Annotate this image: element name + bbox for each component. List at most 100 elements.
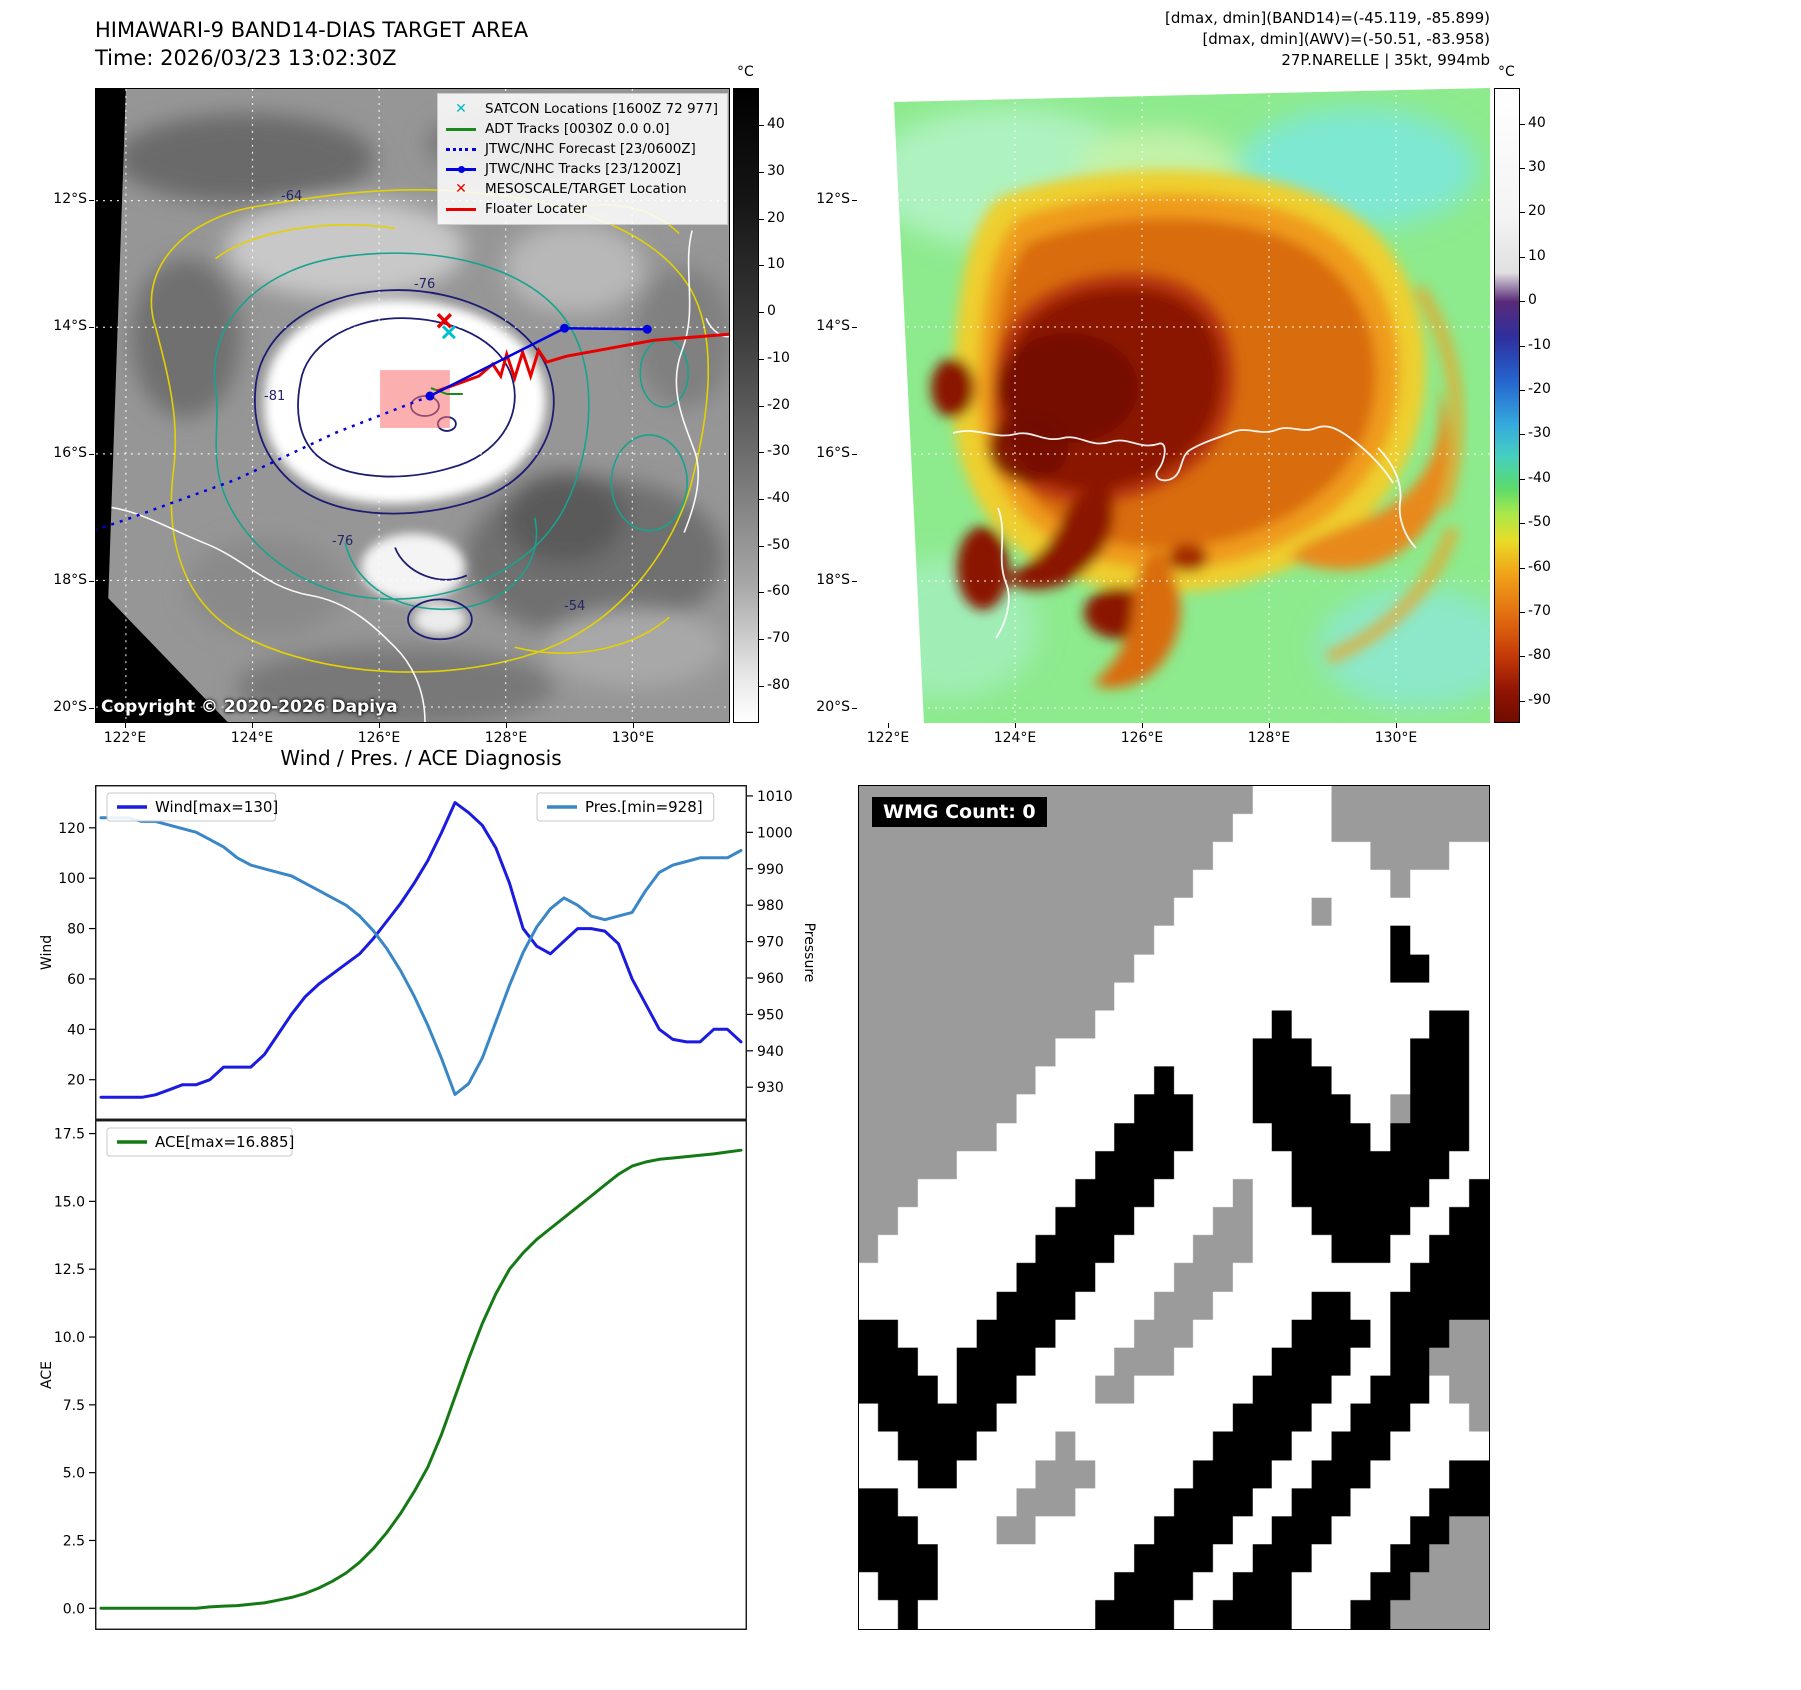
tl-title: HIMAWARI-9 BAND14-DIAS TARGET AREA	[95, 18, 529, 42]
svg-text:ACE: ACE	[39, 1361, 55, 1389]
svg-text:1000: 1000	[757, 825, 793, 841]
colorbar-tick-label: -40	[767, 489, 790, 506]
tr-colorbar-unit: °C	[1498, 64, 1515, 80]
svg-text:930: 930	[757, 1080, 784, 1096]
svg-text:950: 950	[757, 1007, 784, 1023]
legend-item: Floater Locater	[446, 199, 719, 219]
colorbar-tick-label: -30	[767, 443, 790, 460]
svg-text:990: 990	[757, 862, 784, 878]
contour-teal	[213, 252, 689, 611]
x-tick-label: 128°E	[484, 730, 528, 746]
coastline	[95, 230, 730, 723]
x-marker-icon: ✕	[455, 181, 467, 197]
x-tick-label: 124°E	[993, 730, 1037, 746]
svg-text:Pres.[min=928]: Pres.[min=928]	[585, 798, 703, 816]
svg-text:10.0: 10.0	[54, 1330, 85, 1346]
legend-label: JTWC/NHC Tracks [23/1200Z]	[485, 161, 682, 177]
svg-text:100: 100	[58, 871, 85, 887]
y-tick-label: 14°S	[816, 318, 850, 334]
legend-item: JTWC/NHC Forecast [23/0600Z]	[446, 139, 719, 159]
colorbar-tick-label: -30	[1528, 425, 1551, 442]
y-tick-label: 12°S	[53, 191, 87, 207]
legend-item: JTWC/NHC Tracks [23/1200Z]	[446, 159, 719, 179]
svg-text:40: 40	[67, 1022, 85, 1038]
graticule	[894, 88, 1490, 723]
colorbar-tick-label: -80	[767, 676, 790, 693]
colorbar-tick-label: -50	[767, 536, 790, 553]
tl-colorbar	[733, 88, 759, 723]
colorbar-tick-label: 20	[767, 209, 785, 226]
colorbar-tick-label: -20	[767, 396, 790, 413]
contour-label: -76	[332, 534, 354, 549]
swath-edge-corner	[96, 585, 228, 722]
dmax-awv: [dmax, dmin](AWV)=(-50.51, -83.958)	[1202, 30, 1490, 48]
colorbar-tick-label: -40	[1528, 469, 1551, 486]
legend-item: ADT Tracks [0030Z 0.0 0.0]	[446, 119, 719, 139]
svg-text:15.0: 15.0	[54, 1194, 85, 1210]
x-tick-label: 130°E	[611, 730, 655, 746]
svg-text:80: 80	[67, 922, 85, 938]
map-legend: ✕ SATCON Locations [1600Z 72 977] ADT Trac…	[437, 93, 728, 225]
colorbar-tick-label: 30	[1528, 158, 1546, 175]
colorbar-tick-label: 40	[1528, 114, 1546, 131]
x-tick-label: 122°E	[866, 730, 910, 746]
dmax-band14: [dmax, dmin](BAND14)=(-45.119, -85.899)	[1165, 9, 1490, 27]
ace-chart: 0.0 2.5 5.0 7.5 10.0 12.5 15.0 17.5 ACE ACE[max=1…	[39, 1120, 747, 1630]
colorbar-tick-label: -80	[1528, 647, 1551, 664]
svg-text:12.5: 12.5	[54, 1262, 85, 1278]
contour-label: -64	[281, 189, 303, 204]
legend-item: ✕ MESOSCALE/TARGET Location	[446, 179, 719, 199]
swath-edge-left	[96, 89, 126, 722]
enhanced-ir-map	[858, 88, 1490, 723]
colorbar-tick-label: 20	[1528, 203, 1546, 220]
colorbar-tick-label: 10	[767, 256, 785, 273]
svg-text:Wind: Wind	[39, 935, 55, 970]
x-tick-label: 126°E	[1120, 730, 1164, 746]
wmg-panel	[858, 785, 1490, 1630]
diagnosis-title: Wind / Pres. / ACE Diagnosis	[280, 746, 562, 770]
x-tick-label: 130°E	[1374, 730, 1418, 746]
tr-colorbar	[1494, 88, 1520, 723]
svg-text:7.5: 7.5	[63, 1398, 85, 1414]
outer-bands	[1325, 284, 1464, 665]
floater-track	[436, 332, 730, 393]
colorbar-tick-label: -50	[1528, 514, 1551, 531]
tl-colorbar-unit: °C	[737, 64, 754, 80]
copyright: Copyright © 2020-2026 Dapiya	[101, 697, 398, 717]
svg-text:940: 940	[757, 1044, 784, 1060]
contour-label: -76	[414, 277, 436, 292]
colorbar-tick-label: -60	[767, 583, 790, 600]
colorbar-tick-label: -20	[1528, 380, 1551, 397]
colorbar-tick-label: 0	[1528, 292, 1537, 309]
colorbar-tick-label: -70	[1528, 602, 1551, 619]
svg-text:980: 980	[757, 898, 784, 914]
line-marker-icon	[446, 127, 476, 131]
svg-text:970: 970	[757, 935, 784, 951]
contour-label: -54	[564, 599, 586, 614]
colorbar-tick-label: 30	[767, 163, 785, 180]
colorbar-tick-label: -70	[767, 629, 790, 646]
contour-label: -81	[264, 389, 286, 404]
y-tick-label: 14°S	[53, 318, 87, 334]
colorbar-tick-label: -60	[1528, 558, 1551, 575]
y-tick-label: 20°S	[53, 699, 87, 715]
coastline	[952, 425, 1417, 639]
mesoscale-target-box	[380, 370, 450, 428]
colorbar-tick-label: 10	[1528, 247, 1546, 264]
wind-pressure-chart: 20 40 60 80 100 120 930 940 950 960 970 980 990 1000 1…	[39, 785, 817, 1120]
legend-label: JTWC/NHC Forecast [23/0600Z]	[485, 141, 696, 157]
line-marker-icon	[446, 207, 476, 211]
y-tick-label: 18°S	[816, 572, 850, 588]
jtwc-best-track	[425, 323, 652, 401]
x-tick-label: 122°E	[103, 730, 147, 746]
svg-text:20: 20	[67, 1073, 85, 1089]
svg-text:60: 60	[67, 972, 85, 988]
y-tick-label: 16°S	[816, 445, 850, 461]
x-tick-label: 126°E	[357, 730, 401, 746]
satcon-marker	[441, 325, 456, 340]
cloud-shield	[931, 170, 1453, 688]
y-tick-label: 20°S	[816, 699, 850, 715]
svg-text:1010: 1010	[757, 789, 793, 805]
wmg-count-badge: WMG Count: 0	[872, 797, 1047, 827]
